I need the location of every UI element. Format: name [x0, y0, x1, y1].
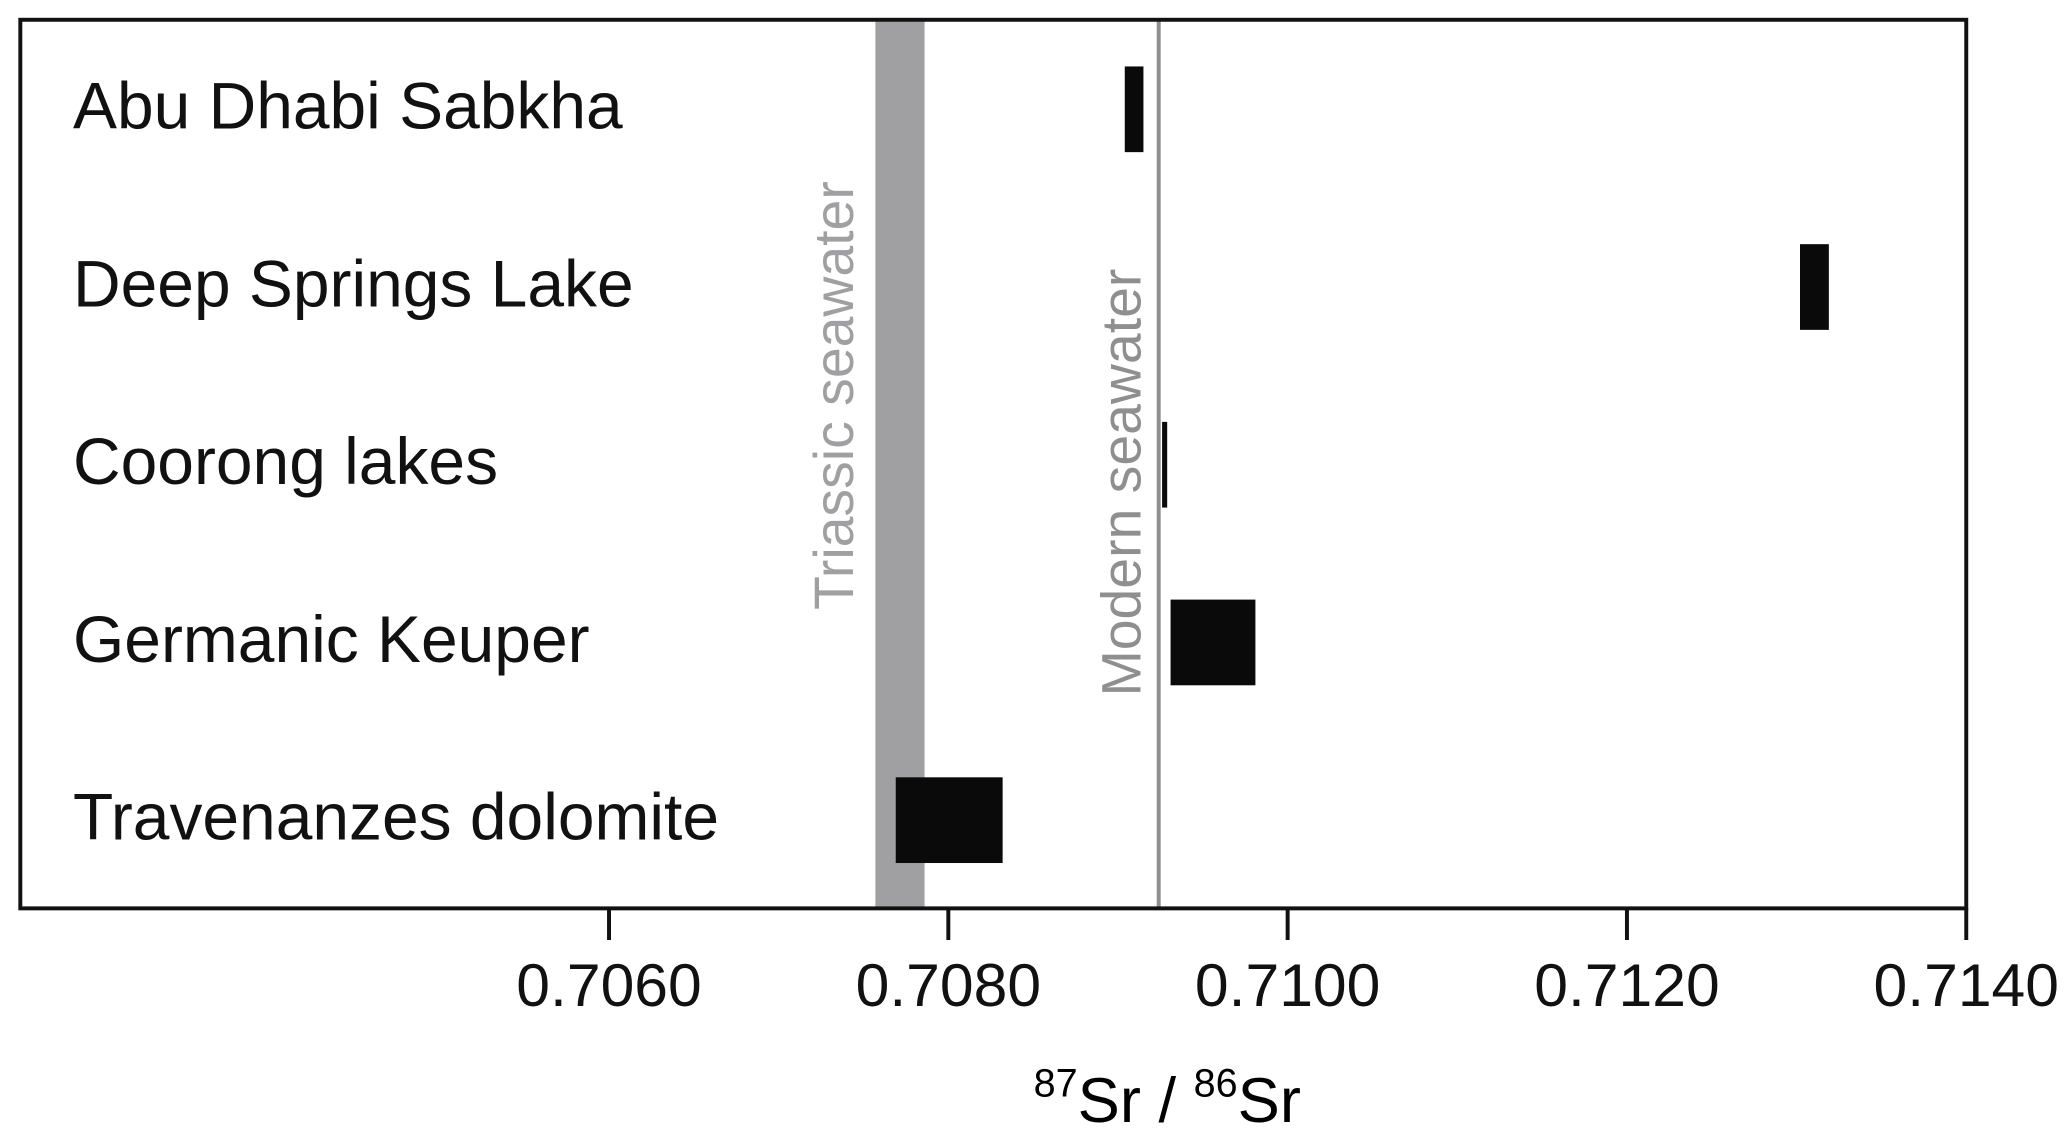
range-bar [1170, 599, 1256, 686]
x-axis-label: 87Sr / 86Sr [1034, 1062, 1301, 1136]
x-label-text: Sr [1238, 1066, 1301, 1136]
reference-band [875, 19, 925, 909]
x-tick-label: 0.7120 [1534, 951, 1719, 1019]
range-bar [1162, 421, 1168, 508]
range-bar [895, 777, 1003, 864]
range-bar [1124, 66, 1144, 153]
category-label: Abu Dhabi Sabkha [73, 69, 623, 143]
x-tick-label: 0.7100 [1195, 951, 1380, 1019]
x-tick-label: 0.7140 [1874, 951, 2059, 1019]
category-label: Deep Springs Lake [73, 246, 634, 320]
x-label-sup: 87 [1034, 1062, 1078, 1106]
reference-band-label: Triassic seawater [803, 181, 865, 610]
x-label-sup: 86 [1194, 1062, 1238, 1106]
x-tick-label: 0.7080 [856, 951, 1041, 1019]
x-label-text: Sr / [1078, 1066, 1194, 1136]
category-label: Coorong lakes [73, 424, 498, 498]
category-label: Germanic Keuper [73, 602, 590, 676]
category-label: Travenanzes dolomite [73, 780, 719, 854]
reference-line-label: Modern seawater [1090, 269, 1152, 697]
plot-frame [18, 17, 1969, 911]
range-bar [1799, 244, 1829, 330]
x-tick-label: 0.7060 [516, 951, 701, 1019]
